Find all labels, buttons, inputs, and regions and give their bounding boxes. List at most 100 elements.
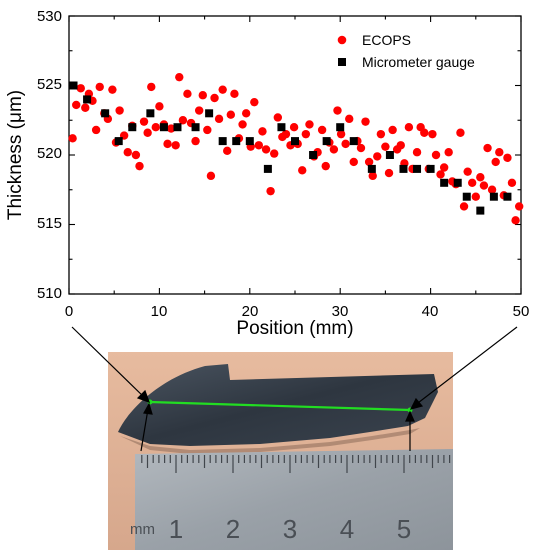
micrometer-point	[453, 178, 462, 187]
ruler-ticks	[141, 455, 451, 473]
ecops-point	[329, 145, 339, 154]
ruler-number: 1	[169, 514, 183, 544]
x-tick-label: 50	[513, 303, 530, 320]
ecops-series	[68, 72, 524, 225]
x-tick-label: 10	[151, 303, 168, 320]
left-arrow-line	[71, 326, 147, 400]
y-tick-label: 530	[37, 8, 62, 25]
ecops-point	[270, 149, 279, 158]
ecops-point	[238, 120, 247, 129]
ecops-point	[373, 152, 382, 161]
micrometer-point	[245, 137, 254, 146]
legend-gauge-label: Micrometer gauge	[362, 54, 475, 70]
micrometer-point	[309, 151, 318, 159]
y-tick-label: 510	[37, 285, 62, 302]
left-arrow-head	[136, 389, 151, 404]
ecops-point	[261, 145, 271, 154]
ecops-point	[376, 129, 386, 139]
x-tick-label: 30	[332, 303, 349, 320]
ruler-number: 3	[283, 514, 297, 544]
ecops-point	[135, 161, 144, 171]
y-tick-label: 515	[37, 215, 62, 232]
ecops-point	[321, 161, 330, 171]
ruler-number: 2	[226, 514, 240, 544]
micrometer-point	[336, 123, 345, 132]
ecops-point	[241, 109, 251, 118]
ecops-point	[431, 150, 441, 160]
ecops-point	[289, 123, 299, 132]
ecops-point	[476, 173, 485, 182]
micrometer-point	[205, 109, 214, 118]
ruler-number: 4	[340, 514, 354, 544]
ecops-point	[514, 202, 524, 211]
x-axis-title: Position (mm)	[236, 318, 353, 339]
ruler-number: 5	[397, 514, 411, 544]
ecops-point	[147, 82, 156, 92]
right-arrow-head	[409, 397, 424, 410]
ecops-point	[368, 171, 377, 181]
ecops-point	[163, 139, 172, 149]
ecops-point	[183, 89, 192, 99]
ecops-point	[198, 91, 207, 100]
y-tick-label: 520	[37, 145, 62, 162]
ecops-point	[511, 216, 520, 225]
micrometer-point	[349, 137, 358, 146]
ecops-point	[420, 128, 429, 137]
ecops-point	[467, 178, 477, 187]
micrometer-point	[476, 206, 485, 215]
ecops-point	[356, 143, 366, 153]
ecops-point	[178, 116, 188, 125]
micrometer-point	[503, 192, 512, 201]
ecops-point	[349, 157, 358, 167]
ecops-point	[463, 167, 472, 176]
ecops-point	[131, 150, 141, 160]
ecops-point	[471, 192, 480, 201]
left-pointer-head	[143, 402, 153, 415]
connector-arrows	[71, 326, 518, 452]
sample-photo: mm 1 2 3 4 5	[108, 352, 453, 550]
ecops-point	[439, 163, 449, 172]
micrometer-point	[462, 192, 471, 201]
ecops-point	[364, 157, 374, 167]
ecops-point	[123, 148, 132, 157]
ecops-point	[76, 84, 85, 93]
micrometer-point	[232, 137, 241, 146]
ecops-point	[151, 123, 160, 132]
micrometer-point	[385, 151, 394, 159]
ecops-point	[155, 102, 164, 111]
ecops-point	[412, 148, 422, 157]
ecops-point	[206, 171, 216, 181]
ecops-point	[108, 85, 117, 94]
ecops-point	[503, 153, 512, 162]
wafer-shadow	[120, 428, 420, 454]
ecops-point	[404, 123, 414, 132]
ecops-point	[388, 125, 397, 135]
ecops-point	[218, 85, 227, 94]
micrometer-point	[218, 137, 227, 146]
ecops-point	[491, 157, 500, 167]
micrometer-point	[413, 164, 422, 173]
ecops-point	[456, 128, 465, 137]
ecops-point	[361, 117, 370, 126]
ecops-point	[459, 202, 469, 211]
ecops-point	[336, 129, 346, 139]
micrometer-point	[291, 137, 299, 146]
ecops-point	[143, 128, 152, 137]
micrometer-point	[426, 164, 435, 173]
ecops-point	[479, 181, 489, 190]
ecops-point	[317, 125, 327, 135]
ecops-point	[223, 146, 232, 156]
micrometer-point	[440, 178, 449, 187]
ecops-point	[444, 148, 453, 157]
micrometer-point	[101, 109, 110, 118]
ecops-point	[298, 166, 307, 175]
micrometer-point	[114, 137, 123, 146]
ecops-point	[384, 168, 394, 178]
ecops-point	[203, 125, 212, 135]
ecops-point	[428, 129, 437, 139]
x-tick-label: 0	[65, 303, 73, 320]
ecops-point	[254, 141, 264, 150]
ecops-point	[191, 136, 200, 146]
micrometer-point	[173, 123, 182, 132]
